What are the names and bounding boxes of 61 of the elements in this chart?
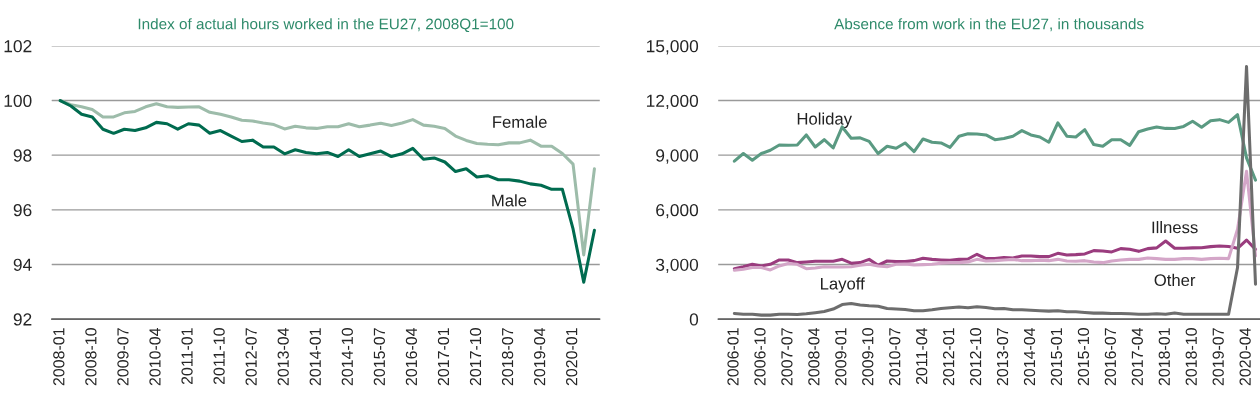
x-tick-label: 2015-10 (1077, 328, 1090, 386)
x-tick-label: 2018-01 (1158, 328, 1170, 386)
y-tick-label: 6,000 (656, 203, 699, 219)
y-tick-label: 102 (4, 40, 32, 53)
x-tick-label: 2017-01 (437, 328, 450, 386)
chart-title: Absence from work in the EU27, in thousands (834, 18, 1144, 32)
y-tick-label: 12,000 (646, 94, 699, 110)
x-tick-label: 2014-01 (309, 328, 321, 386)
series-label: Male (492, 194, 527, 207)
x-tick-label: 2011-01 (181, 328, 193, 385)
x-tick-label: 2016-07 (1104, 328, 1117, 386)
x-tick-label: 2015-07 (373, 328, 386, 386)
chart-title: Index of actual hours worked in the EU27, 2008Q1=100 (138, 18, 514, 33)
x-tick-label: 2011-04 (916, 327, 928, 385)
y-tick-label: 9,000 (656, 149, 699, 164)
x-tick-label: 2020-04 (1239, 327, 1251, 386)
x-tick-label: 2008-04 (808, 327, 820, 386)
y-tick-label: 98 (13, 149, 32, 162)
x-tick-label: 2012-07 (245, 328, 257, 386)
line-series (732, 238, 1258, 271)
x-tick-label: 2007-07 (781, 328, 793, 386)
x-tick-label: 2008-10 (85, 328, 97, 386)
x-tick-label: 2010-07 (889, 328, 901, 386)
series-label: Other (1154, 273, 1196, 287)
x-tick-label: 2012-01 (942, 328, 955, 386)
x-tick-label: 2006-01 (727, 328, 739, 386)
x-tick-label: 2013-04 (277, 327, 289, 386)
y-tick-label: 92 (13, 313, 32, 326)
x-tick-label: 2019-07 (1212, 328, 1224, 386)
line-series (732, 64, 1258, 317)
x-tick-label: 2008-01 (53, 328, 65, 386)
x-tick-label: 2006-10 (754, 328, 766, 386)
x-tick-label: 2014-04 (1023, 327, 1036, 386)
x-tick-label: 2020-01 (566, 328, 578, 386)
x-tick-label: 2009-01 (835, 328, 847, 386)
y-tick-label: 15,000 (646, 40, 699, 55)
x-tick-label: 2018-07 (501, 328, 514, 386)
y-tick-label: 96 (13, 203, 32, 217)
x-tick-label: 2012-10 (969, 328, 982, 386)
x-tick-label: 2018-10 (1185, 328, 1197, 386)
y-tick-label: 100 (4, 94, 32, 107)
line-series (732, 113, 1258, 182)
series-label: Holiday (797, 112, 852, 129)
x-tick-label: 2016-04 (405, 327, 418, 386)
x-tick-label: 2009-10 (862, 328, 874, 386)
x-tick-label: 2015-01 (1050, 328, 1063, 386)
series-label: Female (493, 115, 547, 128)
line-series (732, 169, 1258, 272)
y-tick-label: 0 (689, 313, 699, 326)
x-tick-label: 2019-04 (533, 327, 546, 386)
x-tick-label: 2017-04 (1131, 327, 1143, 386)
x-tick-label: 2017-10 (469, 328, 482, 386)
series-label: Layoff (821, 277, 865, 293)
y-tick-label: 94 (13, 258, 32, 271)
x-tick-label: 2011-10 (213, 328, 225, 385)
x-tick-label: 2010-04 (149, 327, 161, 386)
x-tick-label: 2014-10 (341, 328, 353, 386)
x-tick-label: 2009-07 (117, 328, 129, 386)
x-tick-label: 2013-07 (996, 328, 1009, 386)
series-label: Illness (1152, 221, 1198, 234)
y-tick-label: 3,000 (655, 258, 699, 273)
